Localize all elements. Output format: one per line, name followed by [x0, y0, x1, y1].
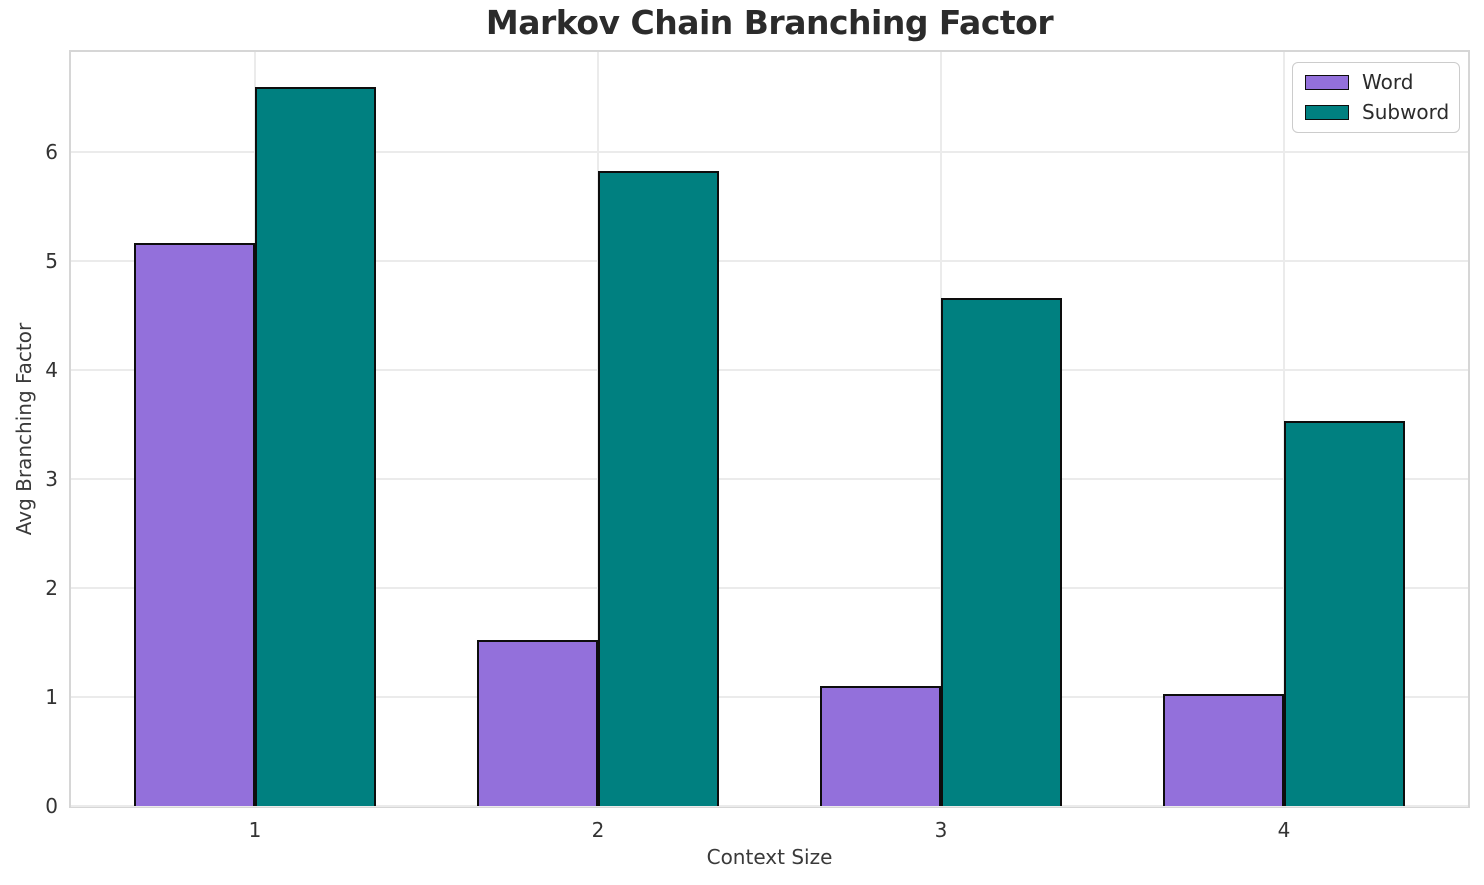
bar-word-1 [134, 243, 255, 806]
gridline-h-5 [71, 260, 1468, 263]
y-tick-5: 5 [45, 249, 58, 274]
gridline-h-2 [71, 587, 1468, 590]
gridline-h-1 [71, 696, 1468, 699]
bar-word-4 [1163, 694, 1284, 806]
y-tick-6: 6 [45, 140, 58, 165]
y-tick-3: 3 [45, 467, 58, 492]
y-tick-0: 0 [45, 794, 58, 818]
legend-item-word: Word [1305, 70, 1447, 95]
x-tick-4: 4 [1277, 818, 1291, 842]
bar-subword-1 [255, 87, 376, 806]
bar-word-3 [820, 686, 941, 806]
legend-swatch-subword [1305, 105, 1349, 120]
gridline-h-4 [71, 369, 1468, 372]
gridline-h-6 [71, 151, 1468, 154]
bar-subword-3 [941, 298, 1062, 806]
x-tick-3: 3 [934, 818, 948, 842]
y-tick-4: 4 [45, 358, 58, 383]
chart-title: Markov Chain Branching Factor [485, 3, 1054, 42]
gridline-h-0 [71, 805, 1468, 807]
y-tick-1: 1 [45, 685, 58, 710]
bar-subword-4 [1284, 421, 1405, 806]
bar-subword-2 [598, 171, 719, 806]
y-tick-2: 2 [45, 576, 58, 601]
legend-item-subword: Subword [1305, 100, 1450, 125]
x-axis-label: Context Size [706, 845, 833, 869]
gridline-h-3 [71, 478, 1468, 481]
legend-label-word: Word [1362, 70, 1414, 94]
y-axis-label: Avg Branching Factor [12, 322, 36, 536]
legend-swatch-word [1305, 75, 1349, 90]
x-tick-1: 1 [248, 818, 262, 842]
x-tick-2: 2 [591, 818, 605, 842]
plot-area [69, 50, 1470, 808]
legend-label-subword: Subword [1362, 100, 1450, 124]
bar-word-2 [477, 640, 598, 806]
legend: Word Subword [1292, 62, 1460, 133]
